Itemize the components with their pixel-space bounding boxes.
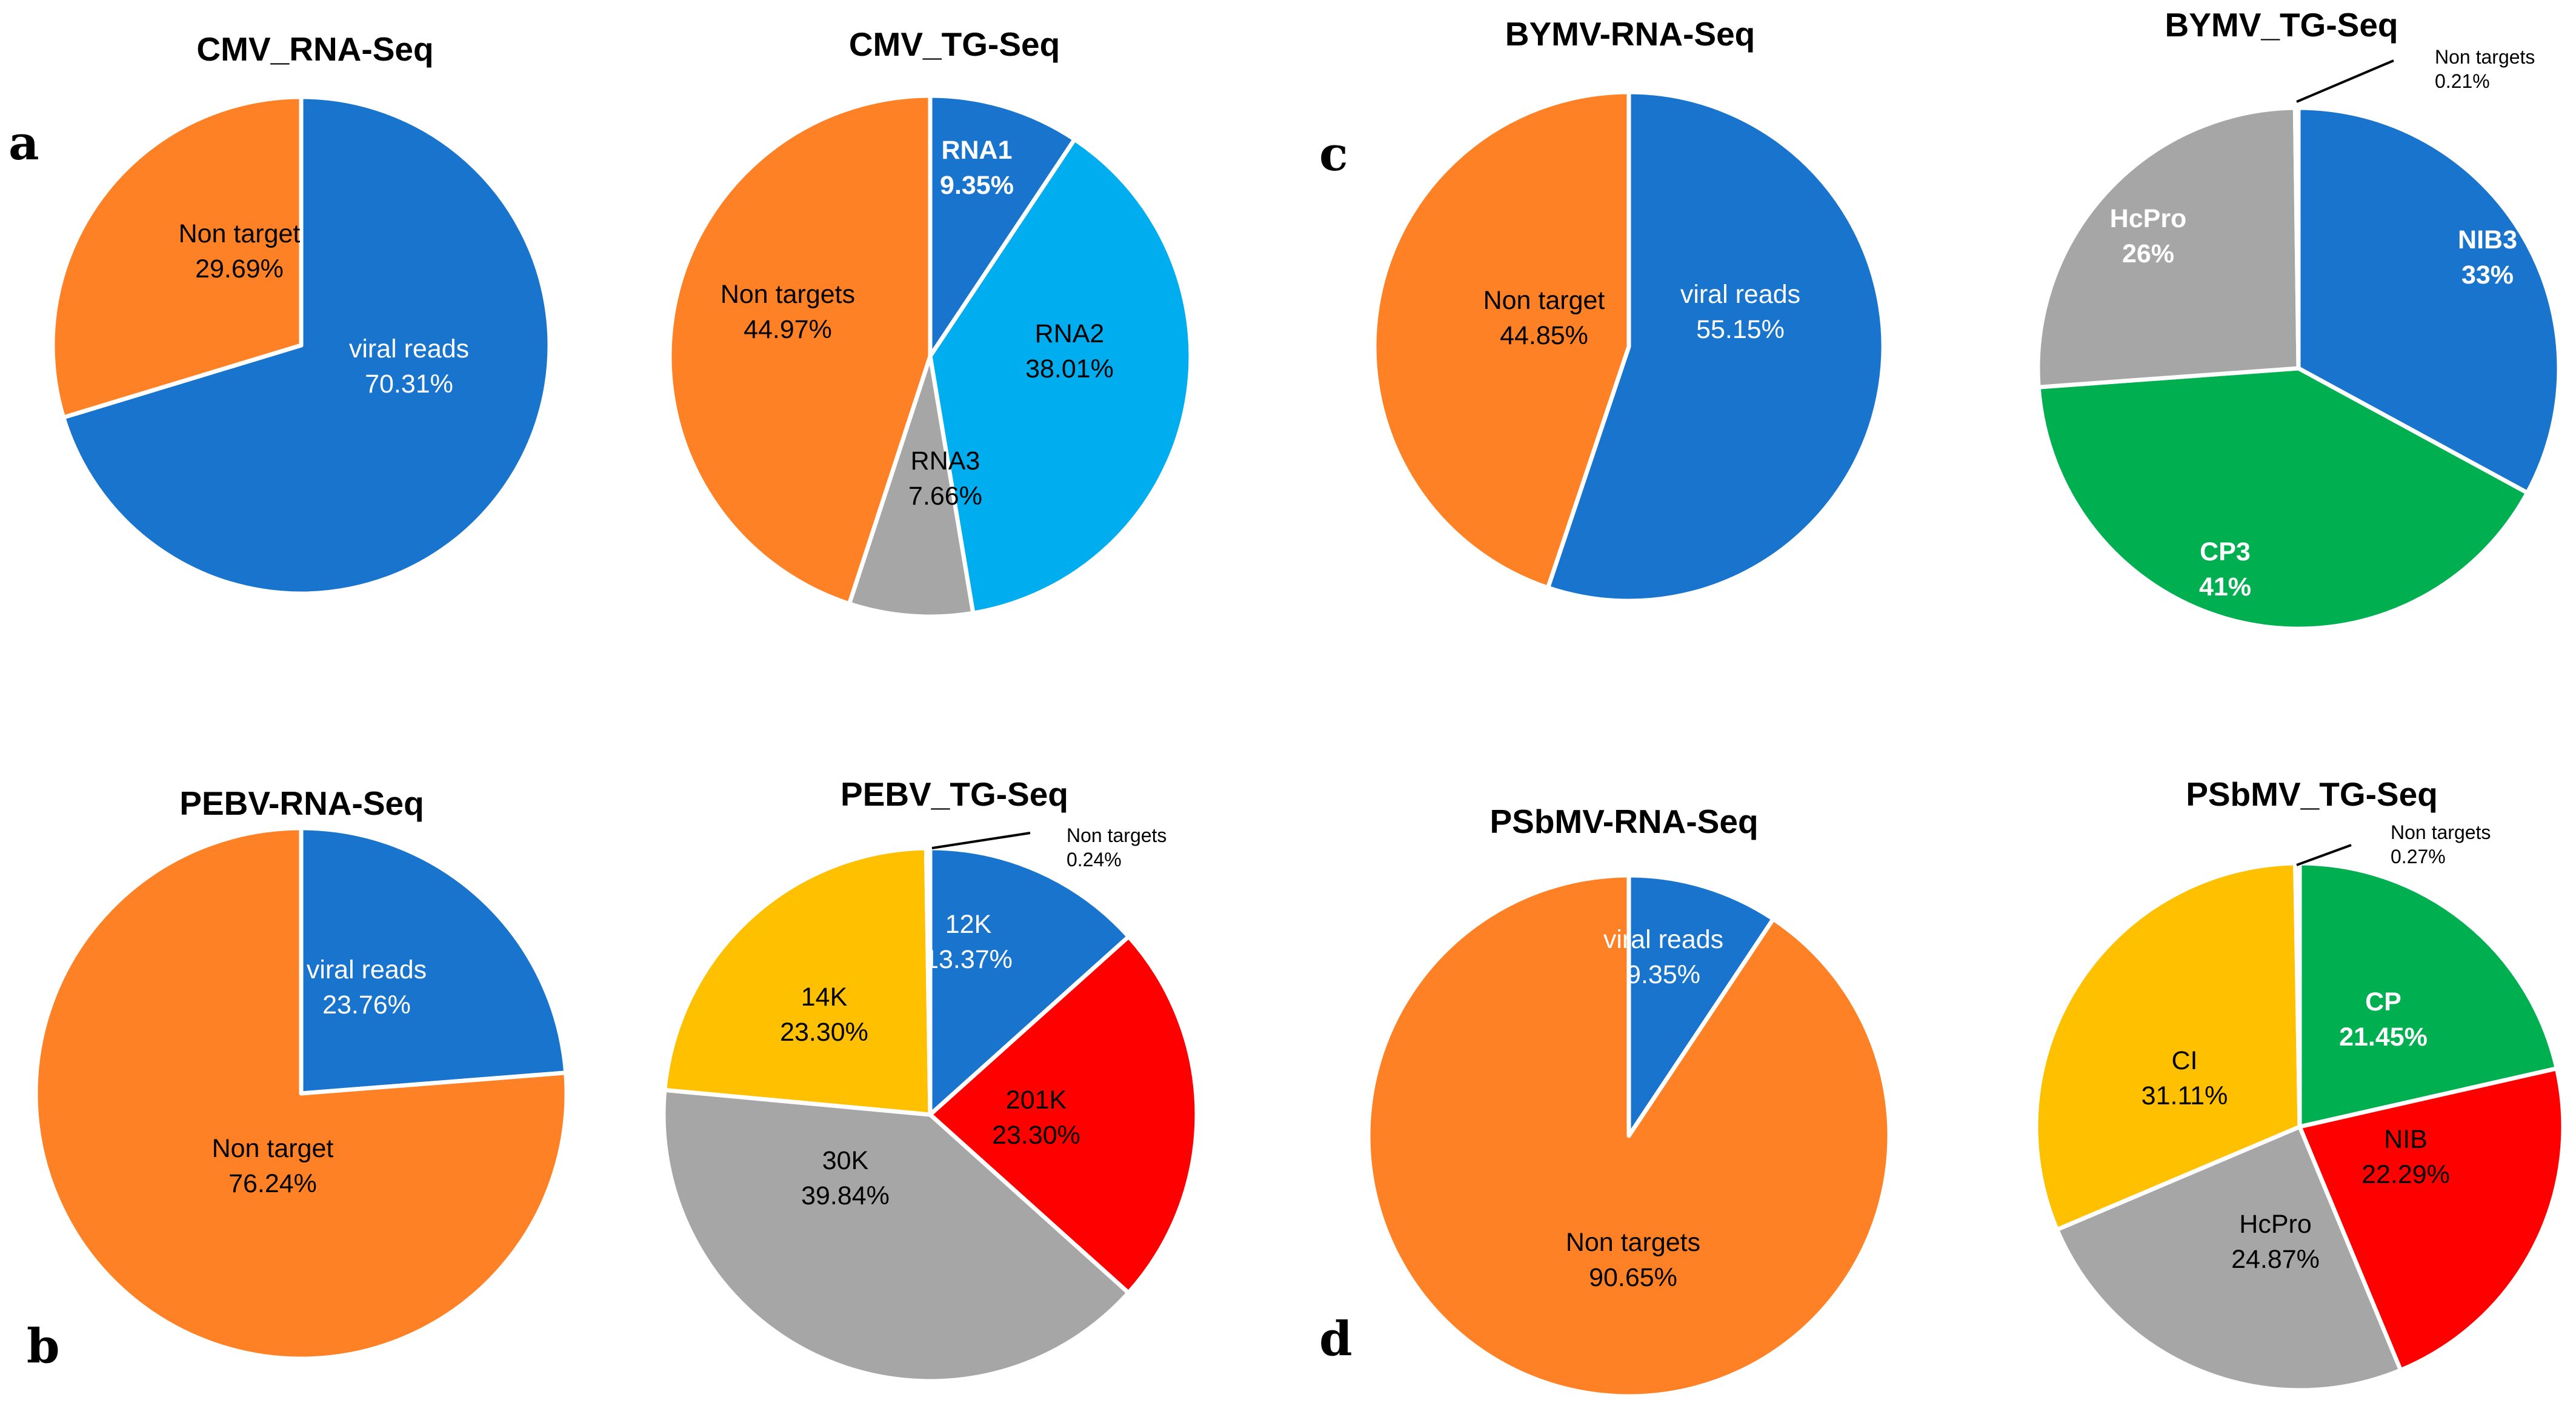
pie-chart-2: BYMV-RNA-Seq viral reads 55.15% Non target 4…: [1372, 15, 1886, 603]
callout-line: [931, 832, 1031, 849]
slice-label: NIB 22.29%: [2361, 1125, 2450, 1189]
pie-slice-non-target: [50, 95, 304, 420]
chart-title: BYMV_TG-Seq: [2165, 6, 2398, 44]
pie-slice-non-targets: [924, 846, 933, 1117]
pie-slice-viral-reads: [61, 95, 552, 596]
pie-slice-ci: [2034, 861, 2302, 1232]
pie-slice-cp: [2297, 861, 2559, 1129]
chart-title: PEBV-RNA-Seq: [179, 784, 424, 822]
slice-label: CP 21.45%: [2339, 987, 2428, 1052]
pie-chart-5: PEBV_TG-Seq 12K 13.37% 201K 23.30% 30K 39.84% 1…: [661, 775, 1199, 1384]
chart-title: PSbMV-RNA-Seq: [1489, 803, 1758, 840]
chart-title: CMV_TG-Seq: [849, 25, 1060, 63]
pie-chart-7: PSbMV_TG-Seq CP 21.45% NIB 22.29% HcPro 24.87%…: [2034, 775, 2566, 1393]
pie-slice-viral-reads: [1626, 873, 1776, 1138]
callout-label: Non targets 0.21%: [2435, 46, 2535, 92]
chart-title: CMV_RNA-Seq: [196, 30, 433, 68]
slice-label: Non target 29.69%: [179, 219, 301, 284]
slice-label: HcPro 24.87%: [2231, 1210, 2320, 1274]
slice-label: RNA3 7.66%: [908, 446, 982, 511]
slice-label: NIB3 33%: [2458, 225, 2517, 290]
pie-chart-4: PEBV-RNA-Seq viral reads 23.76% Non target 7…: [33, 784, 569, 1361]
chart-title: PSbMV_TG-Seq: [2186, 775, 2438, 813]
pie-slice-viral-reads: [1545, 90, 1886, 603]
pie-chart-3: BYMV_TG-Seq NIB3 33% CP3 41% HcPro 26% Non targ…: [2035, 6, 2561, 631]
slice-label: viral reads 70.31%: [349, 334, 469, 399]
slice-label: viral reads 9.35%: [1603, 925, 1723, 989]
slice-label: 12K 13.37%: [924, 910, 1013, 974]
chart-title: BYMV-RNA-Seq: [1505, 15, 1756, 53]
slice-label: RNA2 38.01%: [1025, 319, 1114, 383]
callout-label: Non targets 0.24%: [1067, 824, 1167, 870]
pie-slice-non-targets: [1366, 873, 1892, 1399]
slice-label: 201K 23.30%: [992, 1086, 1080, 1150]
slice-label: CP3 41%: [2199, 537, 2251, 602]
pie-slice-hcpro: [2035, 105, 2301, 390]
panel-letter-d: d: [1319, 1311, 1353, 1367]
panel-letter-b: b: [27, 1319, 60, 1374]
callout-line: [2296, 59, 2394, 103]
pie-slice-non-target: [33, 826, 569, 1361]
pie-slice-14k: [662, 846, 933, 1117]
pie-slice-non-targets: [667, 93, 933, 606]
slice-label: HcPro 26%: [2110, 204, 2187, 268]
pie-slice-non-target: [1372, 90, 1631, 590]
pie-slice-30k: [661, 1087, 1131, 1384]
pie-slice-hcpro: [2055, 1124, 2403, 1393]
pie-slice-12k: [928, 846, 1131, 1117]
slice-label: Non target 76.24%: [212, 1134, 334, 1198]
pie-slice-rna2: [928, 137, 1193, 615]
pie-slice-non-targets: [2292, 105, 2301, 371]
slice-label: viral reads 23.76%: [307, 955, 427, 1020]
pie-slice-201k: [928, 934, 1199, 1295]
pie-slice-nib: [2297, 1066, 2566, 1373]
callout-line: [2296, 844, 2352, 866]
slice-label: 14K 23.30%: [780, 983, 868, 1047]
pie-slice-viral-reads: [299, 826, 568, 1096]
slice-label: viral reads 55.15%: [1680, 280, 1800, 344]
chart-title: PEBV_TG-Seq: [840, 775, 1068, 813]
pie-slice-rna3: [847, 354, 976, 619]
pie-slice-cp3: [2036, 366, 2530, 631]
slice-label: Non target 44.85%: [1483, 286, 1605, 350]
pie-slice-nib3: [2296, 105, 2561, 496]
panel-letter-a: a: [8, 116, 39, 171]
callout-label: Non targets 0.27%: [2391, 821, 2491, 867]
slice-label: 30K 39.84%: [801, 1146, 890, 1210]
slice-label: Non targets 90.65%: [1566, 1228, 1700, 1292]
slice-label: RNA1 9.35%: [940, 136, 1014, 200]
panel-letter-c: c: [1319, 127, 1348, 182]
slice-label: CI 31.11%: [2142, 1046, 2228, 1110]
pie-chart-1: CMV_TG-Seq RNA1 9.35% RNA2 38.01% RNA3 7.66% No…: [667, 25, 1193, 619]
pie-slice-rna1: [928, 93, 1077, 359]
pie-chart-6: PSbMV-RNA-Seq viral reads 9.35% Non targets…: [1366, 803, 1892, 1399]
slice-label: Non targets 44.97%: [721, 280, 855, 344]
